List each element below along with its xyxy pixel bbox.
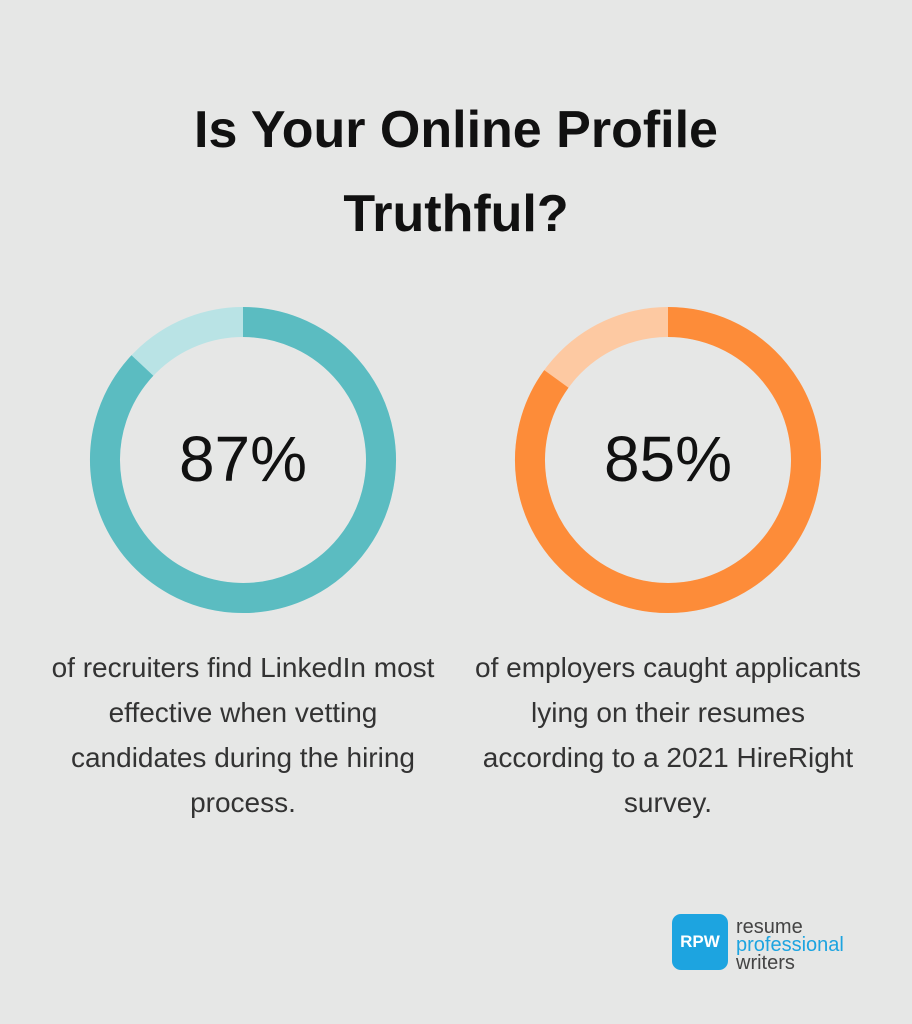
caption: of employers caught applicants lying on … — [475, 652, 861, 818]
logo-text: writers — [736, 952, 795, 974]
donut-arc — [90, 307, 396, 613]
logo-mark: RPW — [672, 914, 728, 970]
value-label: 85% — [604, 423, 732, 495]
donut-arc — [515, 307, 821, 613]
title: Is Your Online Profile Truthful? — [194, 101, 718, 243]
logo-text: resume — [736, 916, 803, 938]
value-label: 87% — [179, 423, 307, 495]
caption: of recruiters find LinkedIn most effecti… — [51, 652, 435, 818]
donut-chart: 85% — [515, 307, 821, 613]
logo-text: professional — [736, 934, 844, 956]
donut-chart: 87% — [90, 307, 396, 613]
